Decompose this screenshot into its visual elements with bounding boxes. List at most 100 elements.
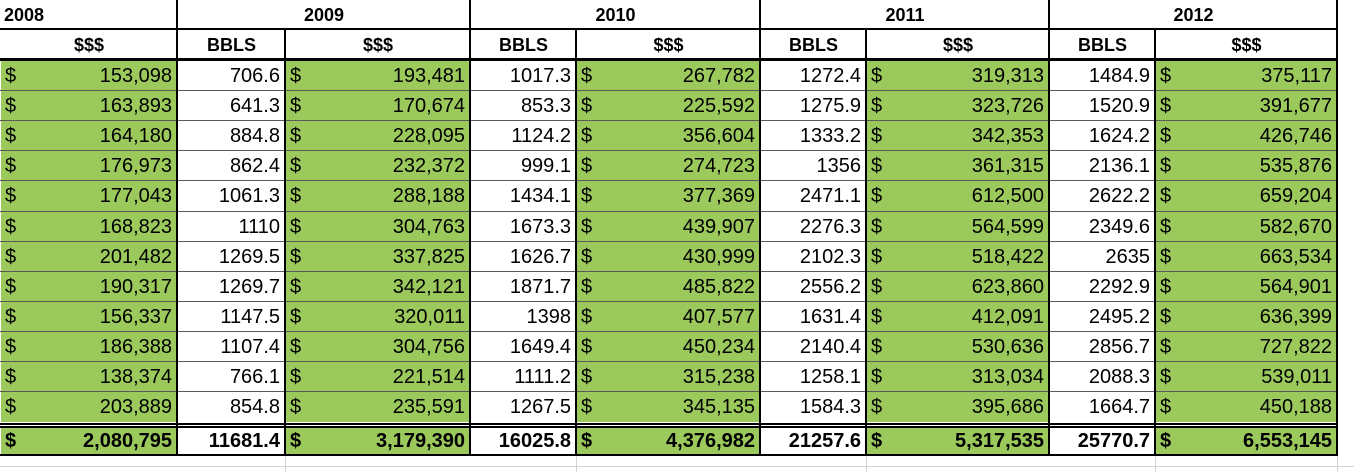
row-4-bbls-cell[interactable]: 2136.1 — [1088, 155, 1150, 178]
row-12-usd-cell[interactable]: $203,889 — [1, 392, 177, 423]
row-7-bbls-cell[interactable]: 1626.7 — [509, 245, 571, 268]
row-12-usd-cell[interactable]: $235,591 — [286, 392, 470, 423]
total-row-usd-cell[interactable]: $6,553,145 — [1156, 427, 1337, 455]
row-4-bbls-cell[interactable]: 1356 — [816, 155, 862, 178]
row-9-usd-cell[interactable]: $156,337 — [1, 301, 177, 332]
row-9-bbls-cell[interactable]: 2495.2 — [1088, 305, 1150, 328]
row-4-bbls-cell[interactable]: 862.4 — [229, 155, 280, 178]
row-6-bbls-cell[interactable]: 1110 — [238, 215, 280, 238]
row-8-usd-cell[interactable]: $190,317 — [1, 271, 177, 302]
row-1-bbls-cell[interactable]: 706.6 — [229, 65, 280, 88]
row-5-usd-cell[interactable]: $177,043 — [1, 181, 177, 212]
row-5-usd-cell[interactable]: $377,369 — [577, 181, 760, 212]
row-12-usd-cell[interactable]: $395,686 — [867, 392, 1049, 423]
row-7-bbls-cell[interactable]: 1269.5 — [218, 245, 280, 268]
row-10-usd-cell[interactable]: $727,822 — [1156, 331, 1337, 362]
row-1-bbls-cell[interactable]: 1484.9 — [1088, 65, 1150, 88]
row-3-bbls-cell[interactable]: 884.8 — [229, 125, 280, 148]
row-7-usd-cell[interactable]: $337,825 — [286, 241, 470, 272]
row-10-usd-cell[interactable]: $304,756 — [286, 331, 470, 362]
row-8-bbls-cell[interactable]: 2556.2 — [799, 275, 861, 298]
row-6-bbls-cell[interactable]: 2349.6 — [1088, 215, 1150, 238]
row-7-bbls-cell[interactable]: 2102.3 — [799, 245, 861, 268]
row-9-usd-cell[interactable]: $412,091 — [867, 301, 1049, 332]
row-7-usd-cell[interactable]: $201,482 — [1, 241, 177, 272]
row-1-bbls-cell[interactable]: 1017.3 — [509, 65, 571, 88]
row-10-bbls-cell[interactable]: 1649.4 — [509, 335, 571, 358]
row-4-usd-cell[interactable]: $535,876 — [1156, 151, 1337, 182]
row-3-bbls-cell[interactable]: 1624.2 — [1088, 125, 1150, 148]
row-8-bbls-cell[interactable]: 1871.7 — [509, 275, 571, 298]
row-5-usd-cell[interactable]: $288,188 — [286, 181, 470, 212]
row-7-usd-cell[interactable]: $518,422 — [867, 241, 1049, 272]
row-9-bbls-cell[interactable]: 1631.4 — [799, 305, 861, 328]
row-3-usd-cell[interactable]: $426,746 — [1156, 121, 1337, 152]
row-11-bbls-cell[interactable]: 2088.3 — [1088, 366, 1150, 389]
row-3-bbls-cell[interactable]: 1333.2 — [799, 125, 861, 148]
row-11-usd-cell[interactable]: $138,374 — [1, 362, 177, 393]
total-row-bbls-cell[interactable]: 16025.8 — [498, 430, 571, 452]
row-11-usd-cell[interactable]: $315,238 — [577, 362, 760, 393]
row-1-usd-cell[interactable]: $375,117 — [1156, 61, 1337, 92]
row-12-usd-cell[interactable]: $450,188 — [1156, 392, 1337, 423]
row-3-usd-cell[interactable]: $228,095 — [286, 121, 470, 152]
row-1-usd-cell[interactable]: $193,481 — [286, 61, 470, 92]
row-4-usd-cell[interactable]: $232,372 — [286, 151, 470, 182]
row-5-usd-cell[interactable]: $612,500 — [867, 181, 1049, 212]
row-6-usd-cell[interactable]: $582,670 — [1156, 211, 1337, 242]
row-9-bbls-cell[interactable]: 1147.5 — [220, 305, 280, 328]
row-9-bbls-cell[interactable]: 1398 — [526, 305, 572, 328]
total-row-usd-cell[interactable]: $2,080,795 — [1, 427, 177, 455]
total-row-usd-cell[interactable]: $4,376,982 — [577, 427, 760, 455]
row-11-usd-cell[interactable]: $221,514 — [286, 362, 470, 393]
row-3-bbls-cell[interactable]: 1124.2 — [511, 125, 571, 148]
row-5-bbls-cell[interactable]: 1061.3 — [218, 185, 280, 208]
row-11-usd-cell[interactable]: $313,034 — [867, 362, 1049, 393]
row-7-bbls-cell[interactable]: 2635 — [1105, 245, 1151, 268]
row-10-bbls-cell[interactable]: 1107.4 — [220, 335, 280, 358]
row-6-usd-cell[interactable]: $439,907 — [577, 211, 760, 242]
row-4-usd-cell[interactable]: $274,723 — [577, 151, 760, 182]
row-6-usd-cell[interactable]: $304,763 — [286, 211, 470, 242]
row-5-bbls-cell[interactable]: 1434.1 — [509, 185, 571, 208]
row-8-usd-cell[interactable]: $623,860 — [867, 271, 1049, 302]
row-6-bbls-cell[interactable]: 1673.3 — [509, 215, 571, 238]
row-8-bbls-cell[interactable]: 1269.7 — [218, 275, 280, 298]
row-4-bbls-cell[interactable]: 999.1 — [520, 155, 571, 178]
row-9-usd-cell[interactable]: $407,577 — [577, 301, 760, 332]
row-6-usd-cell[interactable]: $168,823 — [1, 211, 177, 242]
row-8-usd-cell[interactable]: $564,901 — [1156, 271, 1337, 302]
total-row-bbls-cell[interactable]: 25770.7 — [1077, 430, 1150, 452]
row-9-usd-cell[interactable]: $636,399 — [1156, 301, 1337, 332]
row-8-bbls-cell[interactable]: 2292.9 — [1088, 275, 1150, 298]
row-5-bbls-cell[interactable]: 2622.2 — [1088, 185, 1150, 208]
row-11-bbls-cell[interactable]: 1258.1 — [799, 366, 861, 389]
row-2-bbls-cell[interactable]: 1275.9 — [799, 95, 861, 118]
row-5-bbls-cell[interactable]: 2471.1 — [799, 185, 861, 208]
row-2-usd-cell[interactable]: $391,677 — [1156, 91, 1337, 122]
row-10-usd-cell[interactable]: $530,636 — [867, 331, 1049, 362]
row-3-usd-cell[interactable]: $164,180 — [1, 121, 177, 152]
row-10-usd-cell[interactable]: $186,388 — [1, 331, 177, 362]
row-12-usd-cell[interactable]: $345,135 — [577, 392, 760, 423]
row-10-bbls-cell[interactable]: 2140.4 — [799, 335, 861, 358]
total-row-bbls-cell[interactable]: 11681.4 — [208, 430, 280, 452]
row-1-usd-cell[interactable]: $153,098 — [1, 61, 177, 92]
row-7-usd-cell[interactable]: $663,534 — [1156, 241, 1337, 272]
row-2-bbls-cell[interactable]: 853.3 — [520, 95, 571, 118]
row-10-bbls-cell[interactable]: 2856.7 — [1088, 335, 1150, 358]
row-2-bbls-cell[interactable]: 641.3 — [229, 95, 280, 118]
row-2-usd-cell[interactable]: $225,592 — [577, 91, 760, 122]
row-1-usd-cell[interactable]: $267,782 — [577, 61, 760, 92]
row-1-bbls-cell[interactable]: 1272.4 — [799, 65, 861, 88]
row-2-usd-cell[interactable]: $323,726 — [867, 91, 1049, 122]
row-12-bbls-cell[interactable]: 854.8 — [229, 396, 280, 419]
row-4-usd-cell[interactable]: $361,315 — [867, 151, 1049, 182]
row-9-usd-cell[interactable]: $320,011 — [286, 301, 470, 332]
row-3-usd-cell[interactable]: $342,353 — [867, 121, 1049, 152]
total-row-usd-cell[interactable]: $3,179,390 — [286, 427, 470, 455]
row-6-bbls-cell[interactable]: 2276.3 — [799, 215, 861, 238]
row-2-bbls-cell[interactable]: 1520.9 — [1088, 95, 1150, 118]
row-8-usd-cell[interactable]: $342,121 — [286, 271, 470, 302]
row-11-bbls-cell[interactable]: 1111.2 — [514, 366, 571, 389]
